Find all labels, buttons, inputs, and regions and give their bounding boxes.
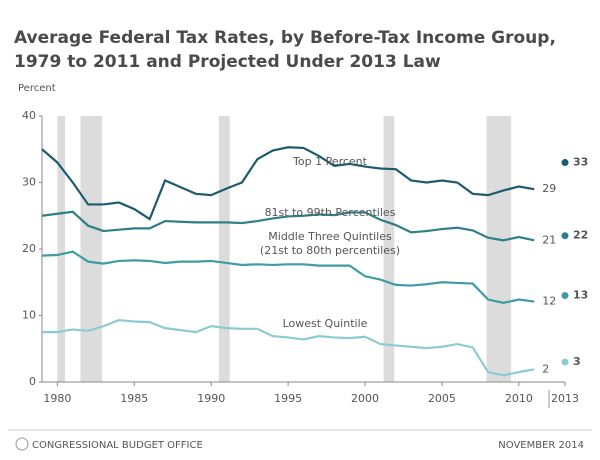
series-line <box>41 146 535 221</box>
chart-title: Average Federal Tax Rates, by Before-Tax… <box>14 28 556 48</box>
x-tick-label: 1990 <box>197 392 225 405</box>
end-label: 29 <box>542 182 556 195</box>
projected-point <box>561 232 569 240</box>
series-name: Lowest Quintile <box>283 317 368 330</box>
y-tick-label: 10 <box>22 309 36 322</box>
x-tick-label: 1995 <box>274 392 302 405</box>
series-note: (21st to 80th percentiles) <box>260 244 400 257</box>
end-label: 12 <box>542 295 556 308</box>
y-tick-label: 0 <box>29 375 36 388</box>
series-line <box>41 250 535 304</box>
recession-band <box>57 116 66 382</box>
projected-point <box>561 159 569 167</box>
recession-band <box>486 116 512 382</box>
end-label: 2 <box>542 362 549 375</box>
projected-label: 13 <box>573 289 588 302</box>
projected-label: 22 <box>573 229 588 242</box>
projected-label: 33 <box>573 156 588 169</box>
x-tick-label: 1980 <box>43 392 71 405</box>
x-tick-label: 1985 <box>120 392 148 405</box>
series-line <box>41 210 535 242</box>
series-name: Top 1 Percent <box>292 155 368 168</box>
recession-band <box>383 116 395 382</box>
series-name: Middle Three Quintiles <box>268 230 392 243</box>
projected-label: 3 <box>573 355 581 368</box>
x-tick-label: 2005 <box>428 392 456 405</box>
logo <box>15 437 29 451</box>
x-tick-label: 2010 <box>505 392 533 405</box>
date: NOVEMBER 2014 <box>498 440 584 451</box>
x-tick-label: 2000 <box>351 392 379 405</box>
y-tick-label: 30 <box>22 176 36 189</box>
end-label: 21 <box>542 233 556 246</box>
x-tick-label: 2013 <box>551 392 579 405</box>
recession-band <box>80 116 102 382</box>
y-tick-label: 20 <box>22 242 36 255</box>
projected-point <box>561 292 569 300</box>
y-axis-label: Percent <box>18 83 56 94</box>
recession-band <box>218 116 230 382</box>
series-name: 81st to 99th Percentiles <box>265 206 396 219</box>
series-line <box>42 319 535 377</box>
projected-point <box>561 358 569 366</box>
source: CONGRESSIONAL BUDGET OFFICE <box>32 440 203 451</box>
y-tick-label: 40 <box>22 109 36 122</box>
chart-title: 1979 to 2011 and Projected Under 2013 La… <box>14 52 441 72</box>
